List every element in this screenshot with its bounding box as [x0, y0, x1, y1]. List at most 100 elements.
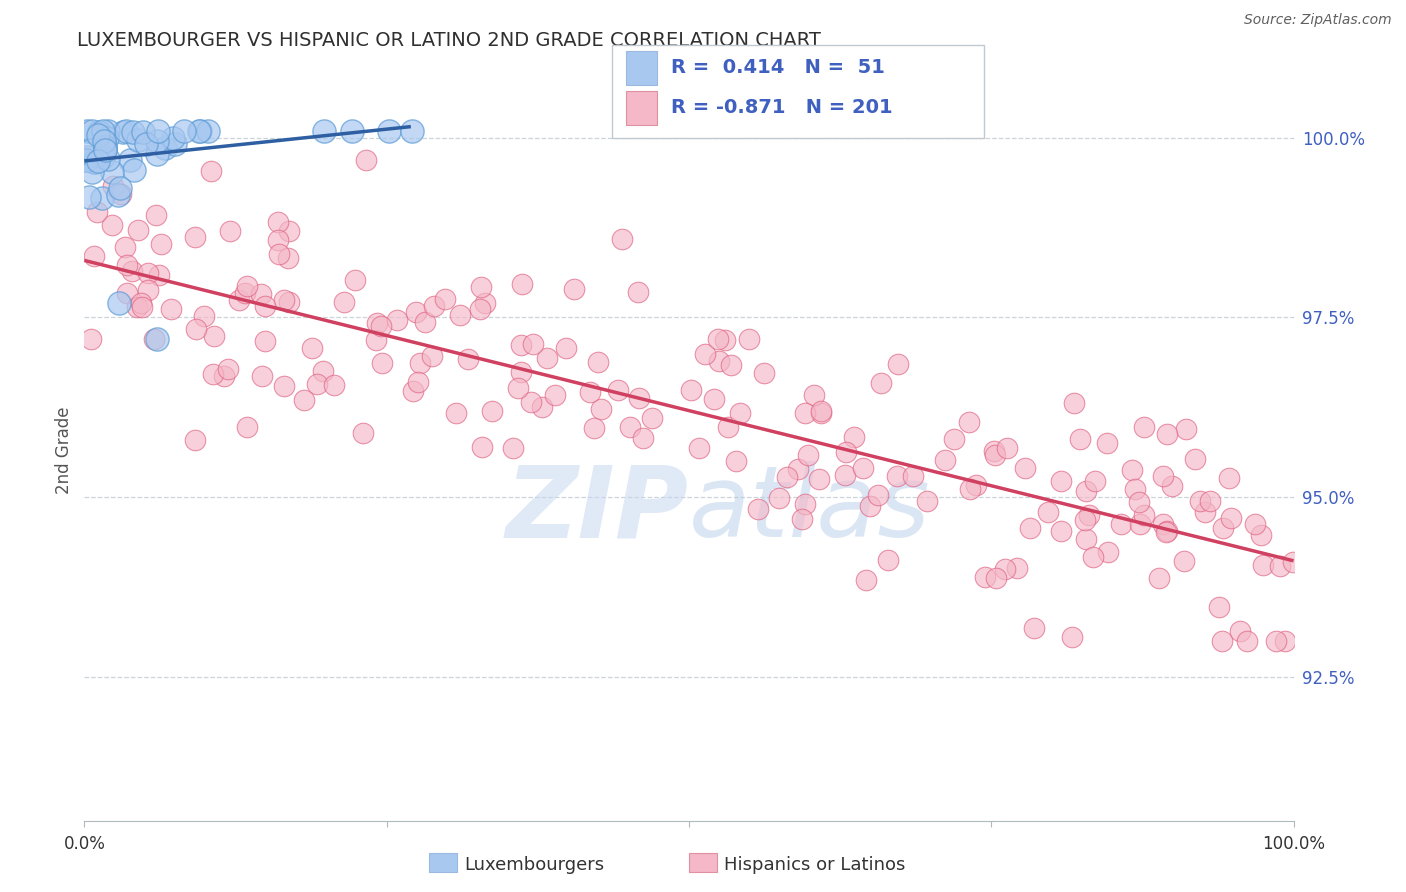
Point: [136, 266, 159, 280]
Point: [768, 491, 790, 505]
Point: [579, 384, 602, 399]
Point: [1208, 599, 1230, 614]
Point: [233, 285, 256, 300]
Point: [163, 137, 186, 152]
Point: [506, 381, 529, 395]
Point: [132, 125, 155, 139]
Point: [457, 352, 479, 367]
Point: [1156, 524, 1178, 538]
Point: [112, 125, 135, 139]
Point: [1069, 432, 1091, 446]
Point: [202, 328, 225, 343]
Point: [1218, 471, 1240, 485]
Point: [633, 431, 655, 445]
Point: [94, 139, 117, 153]
Point: [371, 356, 394, 370]
Point: [236, 420, 259, 434]
Point: [127, 133, 149, 147]
Point: [219, 224, 242, 238]
Point: [91, 150, 114, 164]
Point: [146, 147, 169, 161]
Y-axis label: 2nd Grade: 2nd Grade: [55, 407, 73, 494]
Text: R = -0.871   N = 201: R = -0.871 N = 201: [671, 98, 893, 118]
Point: [110, 186, 132, 201]
Point: [1194, 505, 1216, 519]
Point: [1036, 505, 1059, 519]
Point: [1084, 474, 1107, 488]
Point: [688, 441, 710, 455]
Point: [544, 388, 567, 402]
Point: [530, 401, 553, 415]
Point: [76, 150, 98, 164]
Point: [965, 477, 987, 491]
Text: Source: ZipAtlas.com: Source: ZipAtlas.com: [1244, 13, 1392, 28]
Text: Luxembourgers: Luxembourgers: [464, 856, 605, 874]
Point: [420, 349, 443, 363]
Point: [1274, 634, 1296, 648]
Point: [408, 375, 430, 389]
Point: [564, 282, 586, 296]
Point: [312, 364, 335, 378]
Point: [536, 351, 558, 366]
Point: [370, 319, 392, 334]
Point: [1022, 621, 1045, 635]
Point: [145, 134, 167, 148]
Point: [301, 341, 323, 355]
Point: [83, 155, 105, 169]
Point: [277, 251, 299, 265]
Text: ZIP: ZIP: [506, 461, 689, 558]
Point: [870, 376, 893, 391]
Point: [254, 334, 277, 348]
Point: [80, 123, 103, 137]
Point: [868, 488, 890, 502]
Point: [1211, 634, 1233, 648]
Point: [184, 433, 207, 447]
Point: [1074, 532, 1097, 546]
Point: [886, 468, 908, 483]
Point: [803, 388, 825, 402]
Text: LUXEMBOURGER VS HISPANIC OR LATINO 2ND GRADE CORRELATION CHART: LUXEMBOURGER VS HISPANIC OR LATINO 2ND G…: [77, 31, 821, 50]
Point: [250, 368, 273, 383]
Point: [75, 153, 97, 168]
Point: [162, 130, 184, 145]
Point: [983, 444, 1005, 458]
Point: [292, 393, 315, 408]
Point: [995, 441, 1018, 455]
Point: [340, 123, 363, 137]
Point: [423, 299, 446, 313]
Point: [1188, 494, 1211, 508]
Point: [627, 391, 650, 405]
Point: [520, 395, 543, 409]
Point: [145, 208, 167, 222]
Text: R =  0.414   N =  51: R = 0.414 N = 51: [671, 58, 884, 78]
Point: [1268, 559, 1291, 574]
Point: [793, 497, 815, 511]
Point: [1019, 521, 1042, 535]
Point: [915, 493, 938, 508]
Point: [957, 415, 980, 429]
Point: [725, 453, 748, 467]
Point: [187, 123, 209, 137]
Point: [193, 309, 215, 323]
Point: [366, 317, 388, 331]
Point: [627, 285, 650, 299]
Point: [146, 332, 169, 346]
Point: [344, 273, 367, 287]
Point: [474, 296, 496, 310]
Point: [267, 215, 290, 229]
Point: [586, 354, 609, 368]
Point: [155, 140, 177, 154]
Point: [93, 123, 115, 137]
Point: [94, 143, 117, 157]
Point: [943, 432, 966, 446]
Point: [877, 553, 900, 567]
Point: [405, 305, 427, 319]
Point: [273, 293, 295, 307]
Point: [121, 264, 143, 278]
Point: [1005, 561, 1028, 575]
Point: [1123, 482, 1146, 496]
Point: [115, 124, 138, 138]
Point: [75, 153, 97, 167]
Point: [1253, 558, 1275, 572]
Point: [808, 472, 831, 486]
